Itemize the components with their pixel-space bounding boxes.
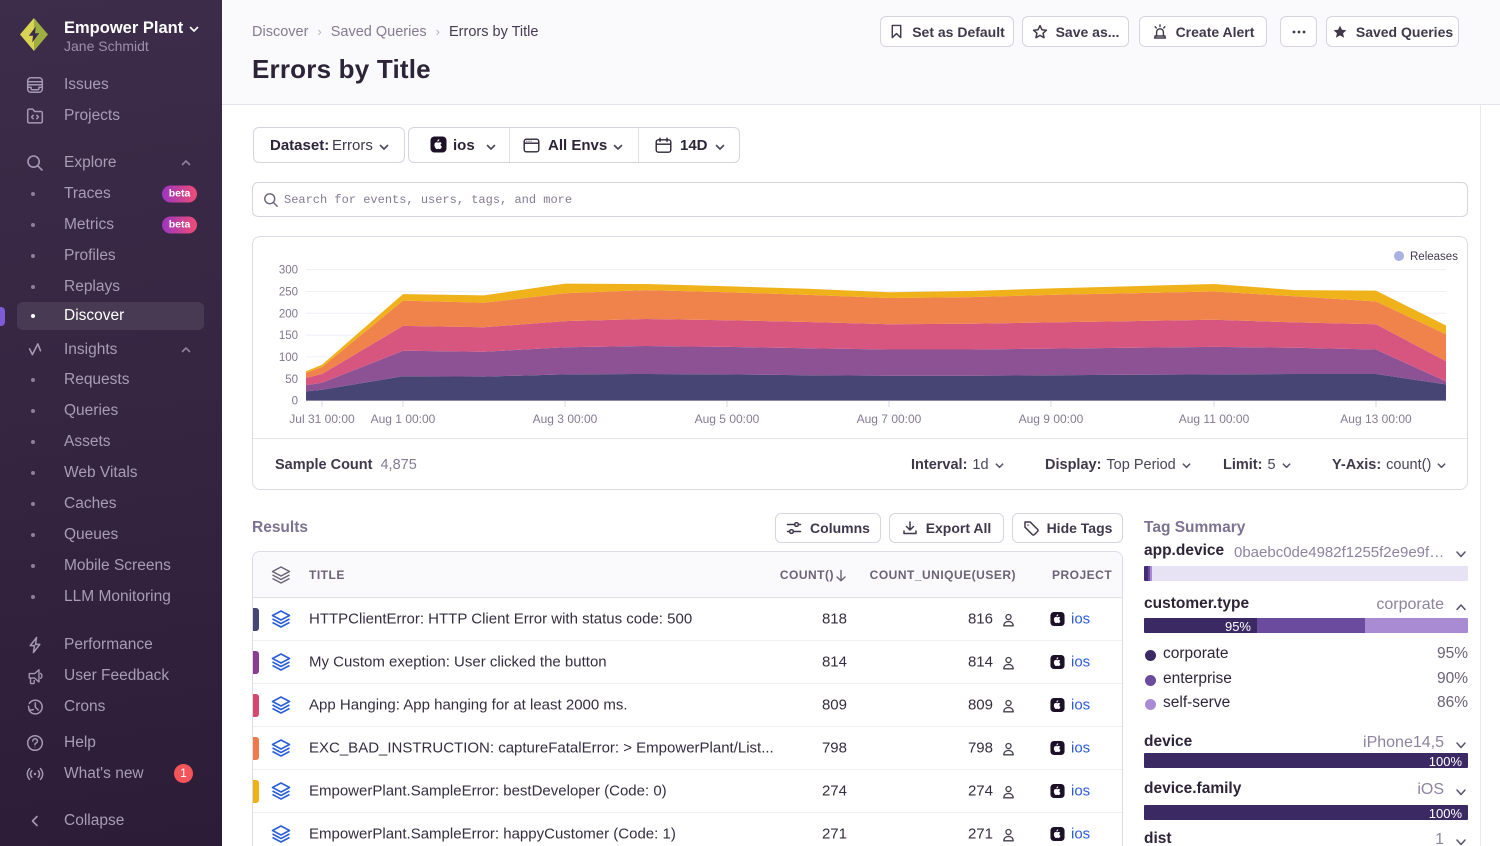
svg-text:0: 0 [292, 396, 298, 408]
svg-text:Aug 3 00:00: Aug 3 00:00 [533, 412, 598, 426]
svg-text:200: 200 [279, 308, 298, 320]
svg-text:Aug 7 00:00: Aug 7 00:00 [857, 412, 922, 426]
svg-text:150: 150 [279, 330, 298, 342]
svg-text:Releases: Releases [1410, 251, 1458, 263]
svg-text:Aug 1 00:00: Aug 1 00:00 [371, 412, 436, 426]
svg-text:Aug 9 00:00: Aug 9 00:00 [1019, 412, 1084, 426]
svg-text:50: 50 [285, 374, 298, 386]
svg-text:Aug 11 00:00: Aug 11 00:00 [1179, 412, 1250, 426]
svg-text:300: 300 [279, 265, 298, 277]
svg-text:Aug 5 00:00: Aug 5 00:00 [695, 412, 760, 426]
svg-text:Aug 13 00:00: Aug 13 00:00 [1340, 412, 1412, 426]
svg-text:250: 250 [279, 287, 298, 299]
svg-text:Jul 31 00:00: Jul 31 00:00 [289, 412, 355, 426]
svg-text:100: 100 [279, 352, 298, 364]
